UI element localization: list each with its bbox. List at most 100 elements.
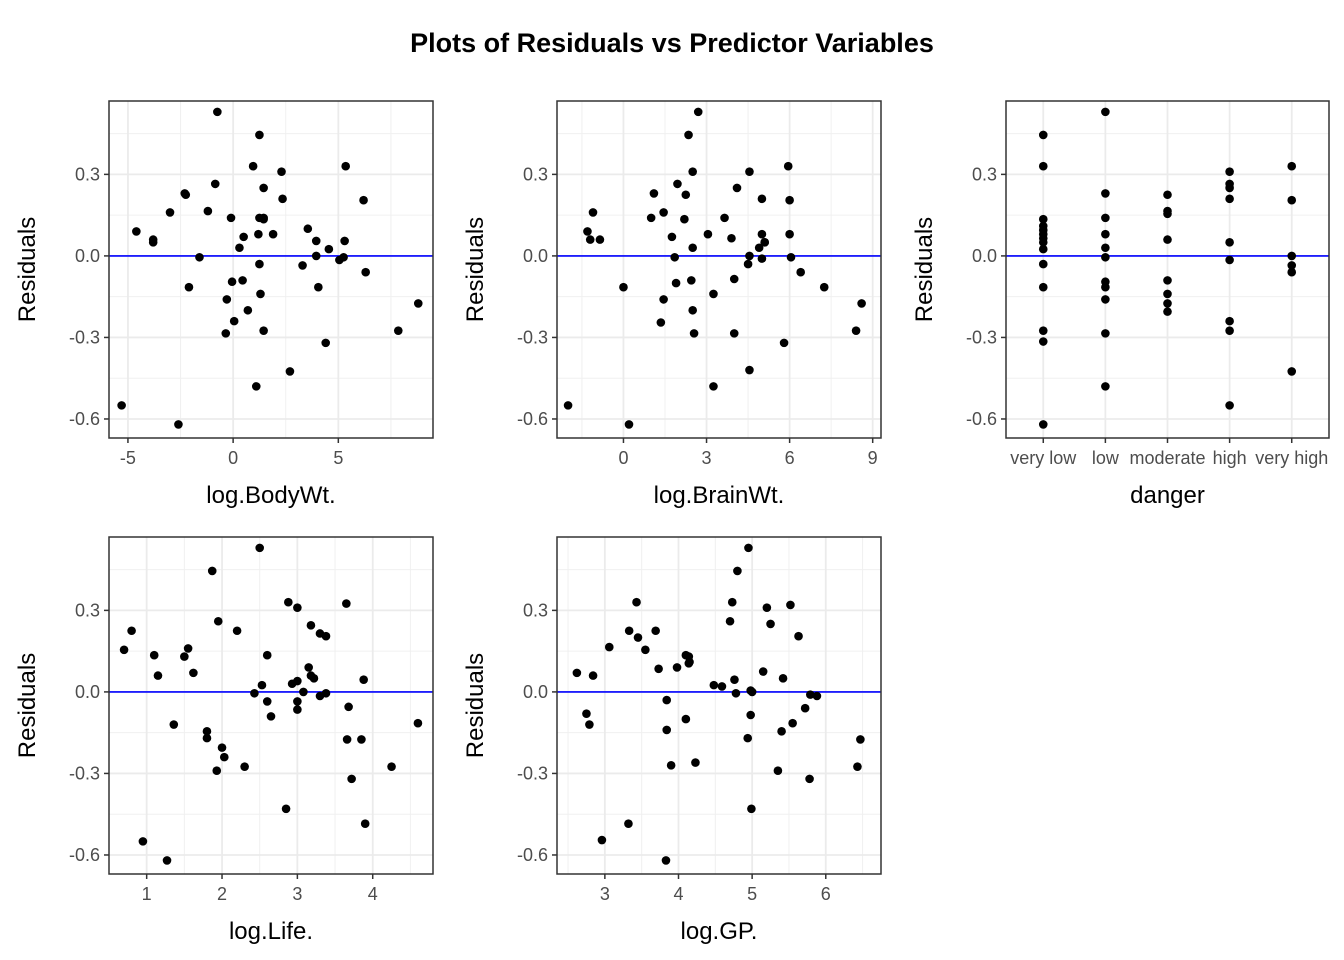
data-point xyxy=(684,130,693,140)
x-tick-label: 4 xyxy=(673,884,683,904)
data-point xyxy=(656,318,666,327)
data-point xyxy=(359,675,368,684)
data-point xyxy=(729,329,739,338)
data-point xyxy=(1101,213,1110,223)
data-point xyxy=(812,691,822,701)
data-point xyxy=(393,326,403,335)
data-point xyxy=(654,664,663,674)
data-point xyxy=(745,251,754,261)
data-point xyxy=(342,599,351,608)
x-tick-label: very low xyxy=(1010,448,1077,468)
data-point xyxy=(779,338,789,348)
data-point xyxy=(221,329,231,338)
data-point xyxy=(1287,261,1297,270)
data-point xyxy=(281,804,291,814)
data-point xyxy=(672,663,682,672)
data-point xyxy=(743,259,753,269)
data-point xyxy=(1163,209,1172,219)
data-point xyxy=(259,183,268,193)
data-point xyxy=(709,680,719,690)
y-tick-label: 0.0 xyxy=(523,682,548,702)
data-point xyxy=(583,227,592,236)
y-axis-label: Residuals xyxy=(14,217,41,322)
data-point xyxy=(304,663,313,672)
data-point xyxy=(651,626,660,636)
data-point xyxy=(632,597,641,607)
data-point xyxy=(213,107,222,117)
data-point xyxy=(1101,229,1110,239)
y-tick-label: -0.3 xyxy=(517,327,548,347)
data-point xyxy=(819,282,829,292)
data-point xyxy=(321,631,331,641)
data-point xyxy=(293,603,302,612)
data-point xyxy=(796,267,805,277)
data-point xyxy=(754,243,764,253)
data-point xyxy=(747,804,756,814)
data-point xyxy=(1038,259,1048,269)
data-point xyxy=(619,282,628,292)
data-point xyxy=(595,235,605,244)
data-point xyxy=(680,214,689,224)
data-point xyxy=(1038,130,1048,140)
y-tick-label: 0.3 xyxy=(972,164,997,184)
data-point xyxy=(641,645,650,655)
data-point xyxy=(360,819,370,829)
data-point xyxy=(203,206,213,216)
x-tick-label: 6 xyxy=(821,884,831,904)
data-point xyxy=(239,232,248,242)
data-point xyxy=(588,208,598,217)
data-point xyxy=(195,252,204,262)
data-point xyxy=(303,224,313,234)
data-point xyxy=(659,295,668,304)
data-point xyxy=(1163,276,1172,285)
data-point xyxy=(174,420,183,429)
data-point xyxy=(222,295,232,304)
data-point xyxy=(720,213,729,223)
data-point xyxy=(856,735,865,744)
data-point xyxy=(1287,251,1297,261)
panel-1: -0.6 -0.3 0.0 0.3 -5 0 5 log.BodyWt. Residuals xyxy=(14,100,434,509)
data-point xyxy=(335,255,344,265)
x-tick-label: 5 xyxy=(747,884,757,904)
data-point xyxy=(213,616,223,626)
data-point xyxy=(340,236,349,246)
data-point xyxy=(760,238,769,247)
data-point xyxy=(229,316,239,326)
data-point xyxy=(342,735,352,744)
data-point xyxy=(1101,189,1110,198)
data-point xyxy=(786,600,795,610)
y-tick-label: -0.3 xyxy=(966,327,997,347)
x-tick-label: very high xyxy=(1255,448,1328,468)
y-tick-label: 0.0 xyxy=(523,246,548,266)
data-point xyxy=(180,652,189,661)
data-point xyxy=(314,282,323,292)
data-point xyxy=(138,837,148,846)
data-point xyxy=(1163,299,1172,308)
y-tick-label: 0.0 xyxy=(972,246,997,266)
data-point xyxy=(311,236,321,246)
data-point xyxy=(1163,190,1172,200)
data-point xyxy=(662,725,672,735)
data-point xyxy=(243,305,253,315)
data-point xyxy=(783,161,793,171)
data-point xyxy=(585,720,594,729)
data-point xyxy=(747,687,757,697)
data-point xyxy=(659,208,668,217)
data-point xyxy=(387,762,396,771)
x-tick-label: 3 xyxy=(600,884,610,904)
data-point xyxy=(1101,329,1110,338)
data-point xyxy=(688,243,697,253)
data-point xyxy=(597,835,607,845)
data-point xyxy=(153,671,163,680)
data-point xyxy=(649,189,659,198)
y-tick-label: -0.6 xyxy=(69,845,100,865)
x-tick-label: 2 xyxy=(217,884,227,904)
x-tick-label: 1 xyxy=(142,884,152,904)
data-point xyxy=(744,543,753,553)
data-point xyxy=(1038,282,1048,292)
data-point xyxy=(806,690,815,699)
data-point xyxy=(341,161,350,171)
data-point xyxy=(572,668,582,678)
data-point xyxy=(306,621,316,630)
data-point xyxy=(805,774,814,784)
